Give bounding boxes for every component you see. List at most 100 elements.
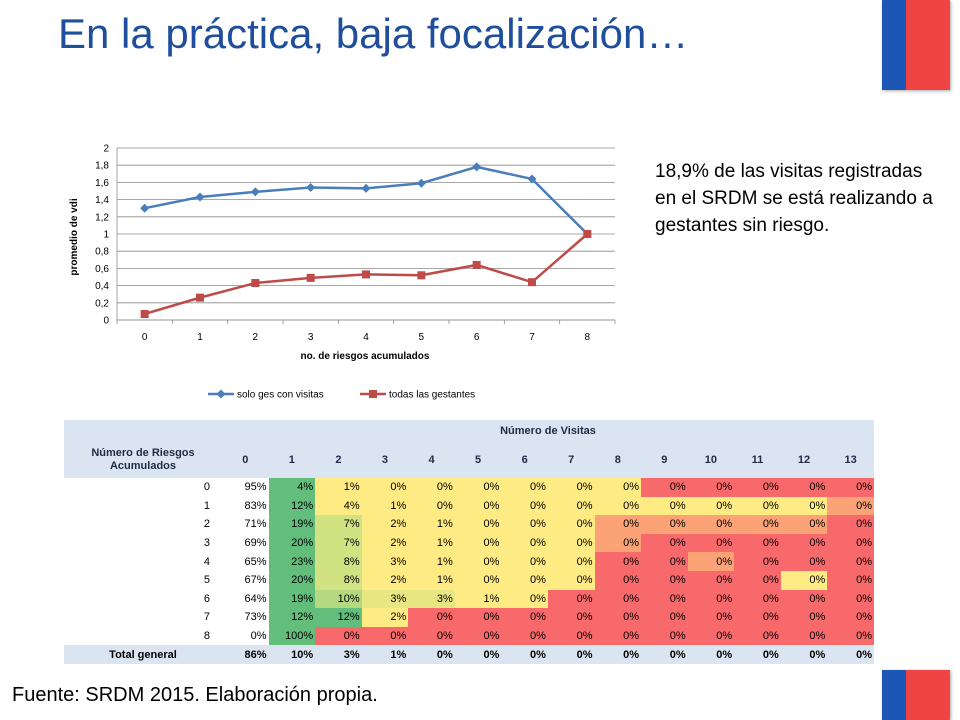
- series-1-point: [361, 183, 371, 193]
- table-cell: 1%: [315, 478, 362, 497]
- row-label: 0: [64, 478, 222, 497]
- line-chart: 0 0,2 0,4 0,6 0,8 1 1,2 1,4 1,6 1,8 2 0 1 2 3 4 5 6 7 8 pr…: [69, 144, 616, 401]
- table-cell: 0%: [547, 515, 595, 534]
- table-row: 6 64% 19% 10% 3% 3% 1% 0% 0% 0% 0% 0% 0% 0% 0%: [64, 589, 874, 609]
- table-cell: 0%: [827, 515, 874, 534]
- x-tick-label: 6: [474, 332, 480, 343]
- table-cell: 0%: [361, 478, 409, 497]
- table-cell: 0%: [408, 626, 455, 646]
- series-1-point: [195, 192, 205, 202]
- series-line-1: [144, 165, 589, 235]
- table-cell: 0%: [408, 608, 455, 627]
- series-2-point: [251, 279, 260, 288]
- table-cell: 0%: [454, 552, 502, 571]
- table-cell: 0%: [687, 533, 735, 553]
- table-cell: 12%: [268, 496, 316, 516]
- table-cell: 0%: [734, 589, 781, 609]
- table-cell: 0%: [687, 608, 735, 627]
- table-cell: 67%: [222, 570, 269, 590]
- table-cell: 0%: [501, 626, 548, 646]
- x-tick-label: 7: [529, 332, 535, 343]
- row-label: 6: [64, 589, 222, 609]
- table-cell: 4%: [268, 478, 316, 497]
- column-header-3: 3: [361, 442, 409, 478]
- table-cell: 0%: [734, 570, 781, 590]
- table-cell: 0%: [734, 515, 781, 534]
- table-cell: 0%: [594, 589, 642, 609]
- table-cell: 19%: [268, 515, 316, 534]
- x-tick-label: 1: [197, 332, 203, 343]
- row-label: 7: [64, 608, 222, 627]
- table-cell: 0%: [315, 626, 362, 646]
- x-tick-label: 3: [308, 332, 314, 343]
- table-cell: 0%: [687, 570, 735, 590]
- table-cell: 8%: [315, 570, 362, 590]
- table-cell: 20%: [268, 533, 316, 553]
- table-cell: 12%: [315, 608, 362, 627]
- x-tick-label: 0: [142, 332, 148, 343]
- series-2-point: [528, 278, 536, 287]
- series-2-point: [306, 273, 315, 282]
- table-row: 2 71% 19% 7% 2% 1% 0% 0% 0% 0% 0% 0% 0% 0% 0%: [64, 515, 874, 534]
- table-cell: 0%: [408, 496, 455, 516]
- x-tick-label: 5: [419, 332, 425, 343]
- table-cell: 1%: [408, 552, 455, 571]
- chart-legend: solo ges con visitas todas las gestantes: [208, 389, 475, 401]
- total-cell: 0%: [547, 645, 595, 664]
- table-cell: 0%: [547, 552, 595, 571]
- table-cell: 0%: [641, 626, 688, 646]
- table-cell: 0%: [594, 496, 642, 516]
- table-cell: 0%: [547, 626, 595, 646]
- column-header-13: 13: [827, 442, 874, 478]
- y-tick-label: 0: [103, 316, 109, 327]
- column-header-0: 0: [222, 442, 269, 478]
- total-row: Total general 86% 10% 3% 1% 0% 0% 0% 0% 0% 0% 0% 0% 0…: [64, 645, 874, 664]
- total-cell: 86%: [222, 645, 269, 664]
- column-group-header: Número de Visitas: [222, 420, 874, 442]
- column-header-12: 12: [780, 442, 828, 478]
- column-header-2: 2: [315, 442, 362, 478]
- risk-visits-table: Número de Visitas Número de Riesgos Acum…: [64, 420, 874, 664]
- table-cell: 0%: [454, 570, 502, 590]
- legend-entry-2: todas las gestantes: [389, 390, 475, 401]
- table-cell: 0%: [827, 608, 874, 627]
- total-cell: 3%: [315, 645, 362, 664]
- table-cell: 0%: [734, 478, 781, 497]
- table-cell: 0%: [827, 533, 874, 553]
- table-cell: 0%: [641, 478, 688, 497]
- x-axis-label: no. de riesgos acumulados: [301, 351, 430, 362]
- row-label: 8: [64, 626, 222, 646]
- y-tick-label: 1,2: [95, 212, 109, 223]
- table-cell: 0%: [687, 552, 735, 571]
- table-cell: 69%: [222, 533, 269, 553]
- chart-grid: [117, 147, 615, 321]
- risk-visits-table-wrap: Número de Visitas Número de Riesgos Acum…: [64, 420, 874, 664]
- table-cell: 1%: [408, 570, 455, 590]
- chile-flag-logo-top: [882, 0, 950, 90]
- legend-marker-1: [216, 389, 226, 399]
- table-cell: 0%: [454, 496, 502, 516]
- y-axis-label: promedio de vdi: [69, 198, 80, 275]
- table-cell: 100%: [268, 626, 316, 646]
- table-cell: 0%: [547, 478, 595, 497]
- table-row: 8 0% 100% 0% 0% 0% 0% 0% 0% 0% 0% 0% 0% 0% 0%: [64, 626, 874, 646]
- table-cell: 0%: [780, 533, 828, 553]
- total-cell: 0%: [641, 645, 688, 664]
- x-tick-labels: 0 1 2 3 4 5 6 7 8: [142, 332, 591, 343]
- table-cell: 19%: [268, 589, 316, 609]
- table-row: 5 67% 20% 8% 2% 1% 0% 0% 0% 0% 0% 0% 0% 0% 0%: [64, 570, 874, 590]
- series-2-point: [417, 271, 426, 280]
- table-cell: 0%: [547, 589, 595, 609]
- table-cell: 0%: [501, 589, 548, 609]
- column-header-9: 9: [641, 442, 688, 478]
- table-row: 3 69% 20% 7% 2% 1% 0% 0% 0% 0% 0% 0% 0% 0% 0%: [64, 533, 874, 553]
- y-tick-label: 1,6: [95, 178, 109, 189]
- table-cell: 0%: [687, 496, 735, 516]
- table-cell: 0%: [641, 533, 688, 553]
- series-1-point: [140, 203, 150, 213]
- y-tick-labels: 0 0,2 0,4 0,6 0,8 1 1,2 1,4 1,6 1,8 2: [95, 144, 109, 327]
- table-row: 4 65% 23% 8% 3% 1% 0% 0% 0% 0% 0% 0% 0% 0% 0%: [64, 552, 874, 571]
- row-label: 4: [64, 552, 222, 571]
- table-cell: 12%: [268, 608, 316, 627]
- y-tick-label: 2: [103, 144, 109, 155]
